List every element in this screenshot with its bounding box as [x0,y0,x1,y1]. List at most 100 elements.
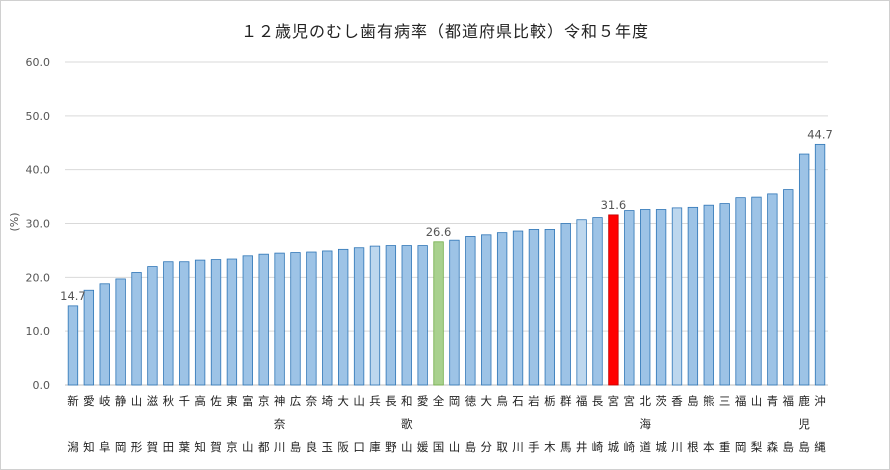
category-label: 山 [449,440,461,454]
category-label: 野 [385,440,397,454]
bar [496,232,508,386]
data-label: 14.7 [60,289,86,303]
category-label: 媛 [417,440,429,454]
category-label: 賀 [210,440,222,454]
category-label: 鹿 [798,394,810,408]
category-label: 滋 [147,394,159,408]
bar [592,217,603,386]
category-label: 静 [115,394,127,408]
category-label: 愛 [417,394,429,408]
category-label: 宮 [608,394,620,408]
data-label: 26.6 [426,225,452,239]
category-label: 富 [242,394,254,408]
bar [783,189,794,386]
bar [576,219,587,386]
category-label: 川 [512,440,524,454]
bar [226,258,238,386]
bar [99,283,110,386]
gridlines [65,61,828,386]
category-label: 千 [178,394,190,408]
category-label: 東 [226,394,238,408]
category-label: 三 [719,394,731,408]
category-label: 分 [480,440,492,454]
category-label: 岩 [528,394,540,408]
category-label: 井 [576,440,588,454]
bar [194,259,206,386]
category-label: 山 [751,394,763,408]
category-label: 福 [735,394,747,408]
bar [814,143,826,386]
category-label: 潟 [67,440,79,454]
bar [417,245,428,386]
bar [338,248,349,386]
category-label: 都 [258,440,270,454]
bar [528,229,540,386]
bar [433,241,444,386]
category-label: 島 [687,394,699,408]
bar [608,214,619,386]
y-tick-label: 0.0 [33,379,51,392]
bar [115,278,126,386]
category-label: 縄 [814,440,826,454]
bar [735,197,746,386]
category-label: 城 [655,440,667,454]
category-label: 賀 [147,440,159,454]
category-label: 崎 [624,440,636,454]
bar [481,234,492,386]
category-label: 島 [465,440,477,454]
bar [322,250,333,386]
category-label: 大 [480,394,492,408]
category-label: 茨 [655,394,667,408]
category-label: 本 [703,440,715,454]
bar [306,251,317,386]
category-label: 石 [512,394,524,408]
category-label: 栃 [544,394,556,408]
category-label: 形 [131,440,143,454]
bar [640,209,651,386]
bar [83,289,95,386]
category-label: 秋 [163,394,175,408]
category-label: 全 [433,394,445,408]
bar [544,229,555,386]
bar [767,193,778,386]
category-label: 福 [576,394,588,408]
category-label: 知 [83,440,95,454]
y-axis-ticks: 0.0 10.0 20.0 30.0 40.0 50.0 60.0 [26,56,51,392]
bar [719,203,730,386]
category-label: 京 [226,440,238,454]
category-label: 岡 [449,394,461,408]
category-label: 大 [337,394,349,408]
bar [798,153,810,386]
category-label: 高 [194,394,206,408]
bar [560,223,571,386]
bar [465,236,476,386]
category-label: 城 [608,440,620,454]
y-tick-label: 40.0 [26,164,51,177]
category-label: 青 [767,394,779,408]
category-label: 手 [528,440,540,454]
category-label: 長 [385,394,397,408]
bars [67,143,826,386]
category-label: 玉 [322,440,334,454]
category-label: 広 [290,394,302,408]
category-label: 口 [353,440,365,454]
bar [369,245,381,386]
category-label: 山 [242,440,254,454]
category-label: 川 [671,440,683,454]
category-label: 阜 [99,440,111,454]
category-label: 山 [353,394,365,408]
category-label: 愛 [83,394,95,408]
category-label: 熊 [703,394,715,408]
category-label: 川 [274,440,286,454]
bar [179,261,190,386]
y-tick-label: 30.0 [26,218,51,231]
bar [67,305,79,386]
y-tick-label: 10.0 [26,325,51,338]
category-label: 山 [401,440,413,454]
category-label: 沖 [814,394,826,408]
category-label: 兵 [369,394,381,408]
bar [751,196,762,386]
bar [401,245,412,386]
category-label: 和 [401,394,413,408]
category-label: 崎 [592,440,604,454]
